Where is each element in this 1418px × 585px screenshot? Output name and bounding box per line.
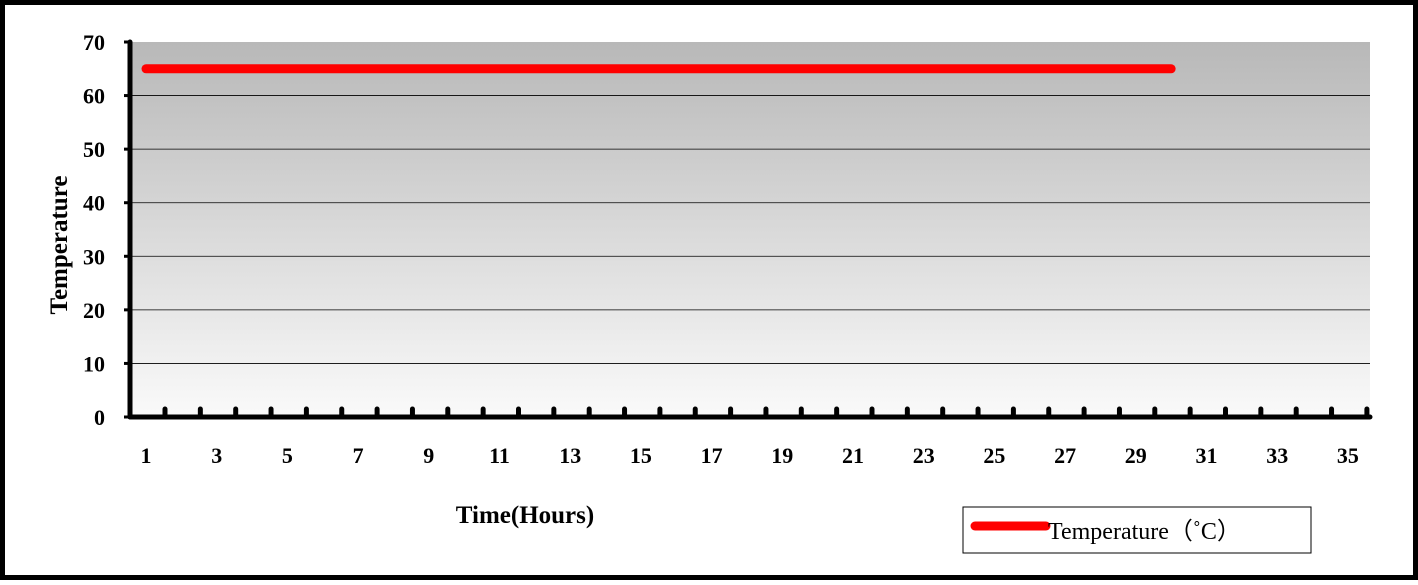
x-tick-label-21: 21: [842, 443, 864, 468]
x-tick-label-5: 5: [282, 443, 293, 468]
x-tick-label-23: 23: [913, 443, 935, 468]
y-tick-label-0: 0: [94, 405, 105, 430]
plot-area: [130, 42, 1370, 417]
x-tick-label-35: 35: [1337, 443, 1359, 468]
grid-lines: [130, 95, 1370, 364]
x-tick-label-13: 13: [559, 443, 581, 468]
legend-label: Temperature（˚C）: [1048, 519, 1241, 545]
y-tick-label-50: 50: [83, 137, 105, 162]
x-tick-label-1: 1: [141, 443, 152, 468]
x-tick-label-7: 7: [353, 443, 364, 468]
legend: Temperature（˚C）: [962, 506, 1312, 554]
y-axis-title: Temperature: [46, 176, 73, 315]
y-tick-label-20: 20: [83, 298, 105, 323]
x-tick-label-9: 9: [423, 443, 434, 468]
x-tick-label-3: 3: [211, 443, 222, 468]
x-tick-label-27: 27: [1054, 443, 1076, 468]
x-tick-label-25: 25: [983, 443, 1005, 468]
x-tick-label-29: 29: [1125, 443, 1147, 468]
x-tick-label-11: 11: [489, 443, 510, 468]
y-tick-label-60: 60: [83, 84, 105, 109]
x-tick-label-33: 33: [1266, 443, 1288, 468]
y-tick-label-30: 30: [83, 244, 105, 269]
x-tick-label-15: 15: [630, 443, 652, 468]
axes: [124, 39, 1373, 420]
x-tick-label-19: 19: [771, 443, 793, 468]
x-tick-label-17: 17: [701, 443, 723, 468]
y-tick-label-70: 70: [83, 30, 105, 55]
x-axis-title: Time(Hours): [456, 502, 594, 529]
x-tick-label-31: 31: [1196, 443, 1218, 468]
y-tick-label-40: 40: [83, 191, 105, 216]
y-tick-label-10: 10: [83, 351, 105, 376]
